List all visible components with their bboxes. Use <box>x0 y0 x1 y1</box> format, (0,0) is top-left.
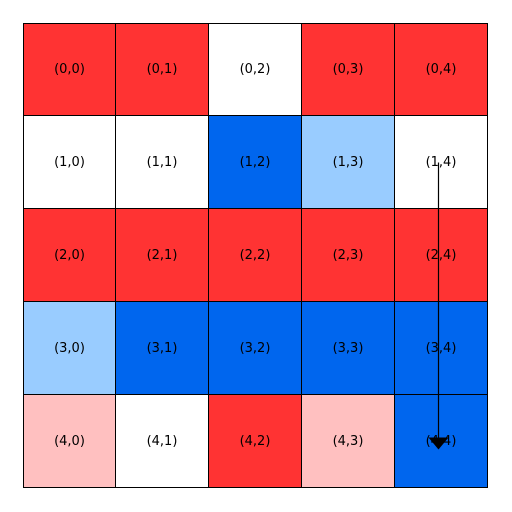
grid-cell-4-2[interactable]: (4,2) <box>209 395 302 488</box>
cell-label: (1,3) <box>332 154 364 170</box>
cell-label: (1,1) <box>146 154 178 170</box>
grid-cell-1-0[interactable]: (1,0) <box>23 116 116 209</box>
grid-cell-3-2[interactable]: (3,2) <box>209 302 302 395</box>
cell-label: (3,0) <box>54 340 85 356</box>
cell-label: (2,1) <box>146 247 178 263</box>
grid-cell-0-4[interactable]: (0,4) <box>395 23 488 116</box>
grid-cell-3-0[interactable]: (3,0) <box>23 302 116 395</box>
cell-label: (0,1) <box>146 62 178 77</box>
grid-cell-4-3[interactable]: (4,3) <box>302 395 395 488</box>
grid-cell-2-1[interactable]: (2,1) <box>116 209 209 302</box>
cell-label: (2,0) <box>54 247 85 263</box>
cell-label: (4,4) <box>425 433 457 449</box>
cell-label: (3,3) <box>332 340 364 356</box>
grid-cell-1-2[interactable]: (1,2) <box>209 116 302 209</box>
grid-cell-2-2[interactable]: (2,2) <box>209 209 302 302</box>
cell-label: (0,0) <box>54 62 85 77</box>
grid-cell-4-0[interactable]: (4,0) <box>23 395 116 488</box>
cell-label: (2,2) <box>239 247 271 263</box>
cell-label: (1,0) <box>54 154 85 170</box>
grid-cell-2-0[interactable]: (2,0) <box>23 209 116 302</box>
grid-cell-0-2[interactable]: (0,2) <box>209 23 302 116</box>
grid-cell-1-1[interactable]: (1,1) <box>116 116 209 209</box>
cell-label: (2,3) <box>332 247 364 263</box>
grid-board: (0,0) (0,1) (0,2) (0,3) (0,4) (1,0) (1,1) (1,2)… <box>23 23 488 488</box>
cell-label: (3,1) <box>146 340 178 356</box>
grid-cell-0-1[interactable]: (0,1) <box>116 23 209 116</box>
grid-cell-3-4[interactable]: (3,4) <box>395 302 488 395</box>
grid-cell-1-3[interactable]: (1,3) <box>302 116 395 209</box>
grid-cell-2-3[interactable]: (2,3) <box>302 209 395 302</box>
cell-label: (4,3) <box>332 433 364 449</box>
grid-cell-1-4[interactable]: (1,4) <box>395 116 488 209</box>
cell-label: (4,0) <box>54 433 85 449</box>
cell-label: (2,4) <box>425 247 457 263</box>
grid-cell-2-4[interactable]: (2,4) <box>395 209 488 302</box>
grid-cell-4-4[interactable]: (4,4) <box>395 395 488 488</box>
grid-cell-3-1[interactable]: (3,1) <box>116 302 209 395</box>
cell-label: (3,2) <box>239 340 271 356</box>
cell-label: (3,4) <box>425 340 457 356</box>
grid-cell-3-3[interactable]: (3,3) <box>302 302 395 395</box>
grid-cell-0-0[interactable]: (0,0) <box>23 23 116 116</box>
grid-cell-4-1[interactable]: (4,1) <box>116 395 209 488</box>
grid-cell-0-3[interactable]: (0,3) <box>302 23 395 116</box>
cell-label: (0,2) <box>239 62 271 77</box>
cell-label: (1,2) <box>239 154 271 170</box>
cell-label: (0,3) <box>332 62 364 77</box>
cell-label: (4,1) <box>146 433 178 449</box>
cell-label: (1,4) <box>425 154 457 170</box>
cell-label: (0,4) <box>425 62 457 77</box>
cell-label: (4,2) <box>239 433 271 449</box>
